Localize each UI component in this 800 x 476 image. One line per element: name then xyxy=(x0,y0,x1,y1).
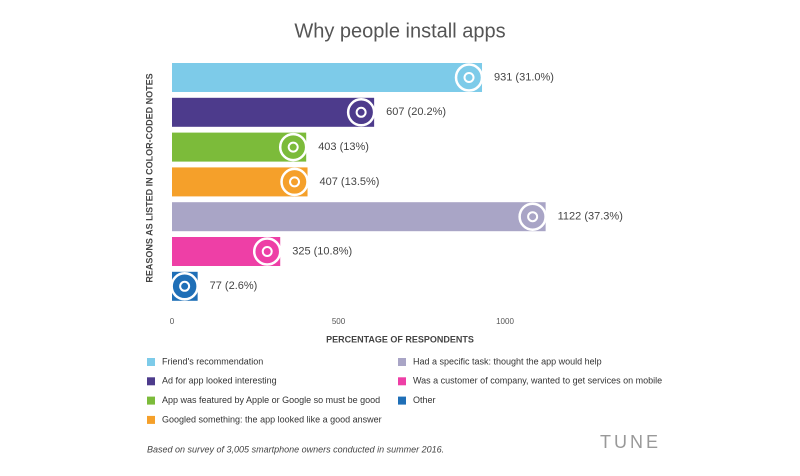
logo: TUNE xyxy=(600,432,661,452)
legend-label: Googled something: the app looked like a… xyxy=(162,414,382,424)
legend-label: Had a specific task: thought the app wou… xyxy=(413,356,602,366)
x-axis-label: PERCENTAGE OF RESPONDENTS xyxy=(326,334,474,344)
value-label: 325 (10.8%) xyxy=(292,245,352,257)
chart-title: Why people install apps xyxy=(294,20,505,42)
legend-label: Ad for app looked interesting xyxy=(162,376,277,386)
legend-label: Friend's recommendation xyxy=(162,356,263,366)
y-axis-label: REASONS AS LISTED IN COLOR-CODED NOTES xyxy=(144,73,154,282)
x-tick-label: 0 xyxy=(170,317,175,326)
legend-swatch xyxy=(398,358,406,366)
bar-icon-glyph xyxy=(179,280,191,292)
x-tick-label: 500 xyxy=(332,317,346,326)
legend-swatch xyxy=(147,396,155,405)
bar xyxy=(172,63,483,92)
legend-swatch xyxy=(147,415,155,424)
legend-label: App was featured by Apple or Google so m… xyxy=(162,395,380,405)
legend-swatch xyxy=(147,377,155,386)
legend-label: Other xyxy=(413,395,436,405)
bar xyxy=(172,97,375,127)
bar-icon-glyph xyxy=(355,106,367,118)
x-tick-label: 1000 xyxy=(496,317,514,326)
bar-icon-glyph xyxy=(289,176,301,188)
value-label: 403 (13%) xyxy=(318,141,369,153)
value-label: 407 (13.5%) xyxy=(320,176,380,188)
bar-icon xyxy=(518,202,547,231)
legend-swatch xyxy=(398,377,406,386)
legend-swatch xyxy=(147,358,155,366)
bar-icon-glyph xyxy=(463,72,475,83)
bar-icon xyxy=(252,237,282,266)
bar-icon-glyph xyxy=(261,246,273,257)
value-label: 607 (20.2%) xyxy=(386,106,446,118)
value-label: 931 (31.0%) xyxy=(494,71,554,83)
bar-icon xyxy=(170,272,199,301)
bar-icon xyxy=(454,63,484,92)
value-label: 1122 (37.3%) xyxy=(558,211,623,223)
bar-icon xyxy=(280,167,309,197)
legend-swatch xyxy=(398,396,406,405)
bar xyxy=(172,202,546,232)
bar-icon xyxy=(278,132,308,162)
legend-label: Was a customer of company, wanted to get… xyxy=(413,376,662,386)
value-label: 77 (2.6%) xyxy=(210,280,258,292)
bar-icon-glyph xyxy=(527,211,539,223)
bar-icon xyxy=(346,98,376,127)
bar-icon-glyph xyxy=(287,141,299,153)
footnote: Based on survey of 3,005 smartphone owne… xyxy=(147,444,444,454)
